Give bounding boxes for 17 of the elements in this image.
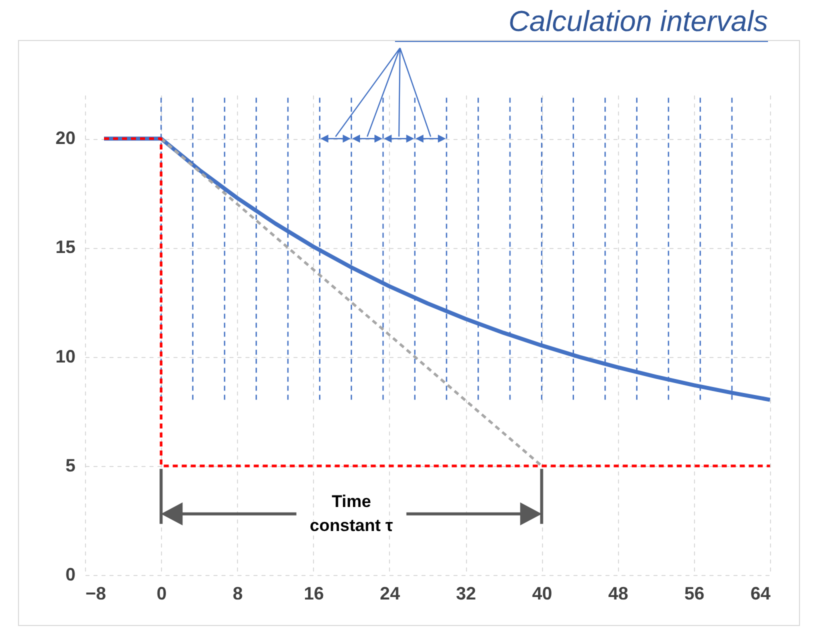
x-tick-label: 40 — [532, 584, 552, 604]
x-tick-label: 16 — [304, 584, 324, 604]
y-tick-label: 20 — [55, 128, 76, 148]
y-tick-label: 15 — [55, 237, 76, 258]
x-tick-label: 48 — [608, 584, 628, 604]
y-tick-label: 5 — [65, 455, 76, 476]
x-tick-label: 24 — [380, 584, 400, 604]
x-tick-label: 0 — [156, 584, 167, 604]
x-tick-label: 64 — [750, 584, 770, 604]
x-tick-label: 8 — [232, 584, 243, 604]
annotation: Time constant τ — [308, 490, 394, 537]
y-tick-label: 0 — [65, 564, 76, 584]
x-tick-label: 32 — [456, 584, 476, 604]
x-tick-label: 56 — [684, 584, 704, 604]
y-tick-label: 10 — [55, 346, 76, 366]
x-tick-label: −8 — [86, 584, 106, 604]
text: Calculation intervals — [395, 6, 768, 42]
